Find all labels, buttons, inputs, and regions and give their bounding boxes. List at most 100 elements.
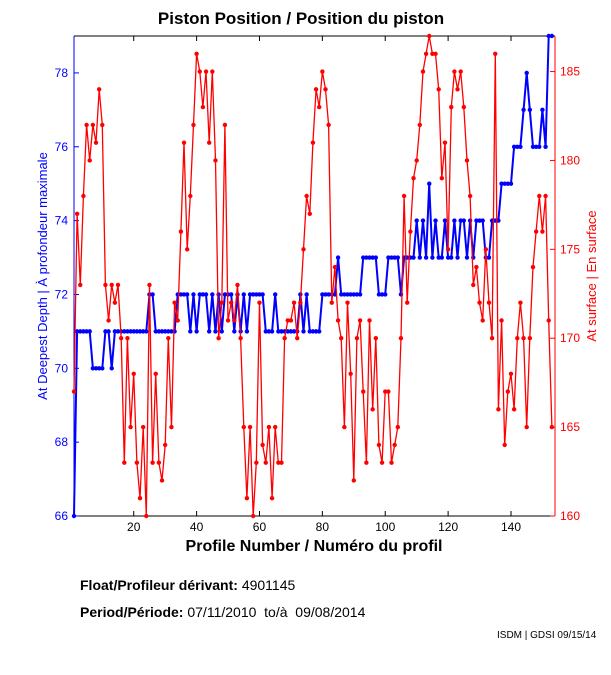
series-line-right	[73, 35, 553, 517]
x-tick-label: 120	[438, 520, 458, 534]
data-point	[442, 218, 448, 223]
y-right-tick-label: 170	[560, 331, 580, 345]
data-point	[313, 87, 319, 92]
data-point	[125, 329, 130, 334]
data-point	[477, 218, 482, 223]
data-point	[216, 336, 221, 341]
data-point	[276, 460, 281, 465]
y-left-tick-label: 76	[55, 140, 69, 154]
y-right-tick-label: 165	[560, 420, 580, 434]
data-point	[427, 181, 432, 186]
y-left-tick-label: 74	[55, 214, 69, 228]
chart-title: Piston Position / Position du piston	[158, 9, 444, 28]
data-point	[153, 329, 158, 334]
y-left-tick-label: 68	[55, 435, 69, 449]
data-point	[332, 264, 338, 270]
data-point	[169, 424, 174, 430]
data-point	[273, 424, 278, 430]
data-point	[342, 424, 347, 430]
data-point	[279, 329, 284, 334]
data-point	[458, 69, 463, 74]
data-point	[178, 229, 184, 234]
data-point	[439, 176, 445, 181]
y-left-axis-label: At Deepest Depth | À profondeur maximale	[35, 152, 50, 400]
data-point	[423, 255, 429, 260]
data-point	[386, 255, 391, 260]
data-point	[364, 460, 369, 465]
float-label: Float/Profileur dérivant:	[80, 577, 238, 593]
data-point	[228, 300, 234, 305]
data-point	[232, 329, 237, 334]
data-point	[112, 300, 118, 305]
data-point	[436, 255, 441, 260]
data-point	[235, 282, 240, 288]
data-point	[370, 255, 375, 260]
data-point	[439, 255, 445, 260]
data-point	[115, 329, 121, 334]
period-value: 07/11/2010 to/à 09/08/2014	[187, 604, 366, 620]
data-point	[307, 211, 312, 216]
data-point	[373, 255, 379, 260]
data-point	[81, 193, 86, 199]
data-point	[276, 329, 281, 334]
data-point	[266, 329, 272, 334]
data-point	[339, 292, 344, 297]
data-point	[238, 336, 243, 341]
data-point	[518, 300, 523, 305]
data-point	[291, 300, 297, 305]
data-point	[225, 318, 231, 323]
data-point	[153, 371, 158, 376]
data-point	[263, 460, 268, 465]
data-point	[131, 371, 136, 376]
data-point	[543, 193, 548, 199]
data-point	[254, 460, 259, 465]
data-point	[467, 193, 473, 199]
data-point	[78, 282, 83, 288]
data-point	[122, 329, 127, 334]
x-tick-label: 140	[501, 520, 521, 534]
data-point	[361, 389, 366, 394]
data-point	[376, 442, 382, 448]
float-info: Float/Profileur dérivant: 4901145	[80, 577, 295, 593]
data-point	[354, 292, 360, 297]
data-point	[502, 181, 507, 186]
data-point	[166, 329, 171, 334]
y-right-axis-label: At surface | En surface	[584, 210, 599, 341]
data-point	[524, 70, 529, 76]
data-point	[367, 255, 372, 260]
data-point	[291, 329, 297, 334]
y-left-tick-label: 72	[55, 287, 69, 301]
data-point	[442, 140, 448, 145]
credit-text: ISDM | GDSI 09/15/14	[497, 630, 597, 641]
data-point	[364, 255, 369, 260]
data-point	[348, 371, 353, 376]
data-point	[351, 292, 356, 297]
data-point	[530, 264, 536, 270]
data-point	[323, 87, 328, 92]
data-point	[206, 329, 212, 334]
data-point	[430, 255, 435, 260]
x-axis-label: Profile Number / Numéro du profil	[186, 538, 443, 555]
data-point	[354, 336, 360, 341]
data-point	[417, 255, 423, 260]
data-point	[335, 255, 341, 260]
series-right	[71, 33, 555, 519]
data-point	[401, 193, 407, 199]
data-point	[134, 329, 140, 334]
data-point	[93, 140, 99, 145]
y-left-tick-label: 78	[55, 66, 69, 80]
data-point	[445, 247, 451, 252]
data-point	[414, 158, 419, 163]
data-point	[351, 478, 356, 483]
data-point	[310, 140, 316, 145]
data-point	[106, 318, 111, 323]
data-point	[524, 424, 529, 430]
data-point	[376, 292, 382, 297]
float-value: 4901145	[241, 577, 296, 593]
data-point	[502, 442, 507, 448]
data-point	[455, 255, 460, 260]
data-point	[455, 87, 460, 92]
data-point	[115, 282, 121, 288]
data-point	[420, 69, 426, 74]
y-left-tick-label: 66	[55, 509, 69, 523]
